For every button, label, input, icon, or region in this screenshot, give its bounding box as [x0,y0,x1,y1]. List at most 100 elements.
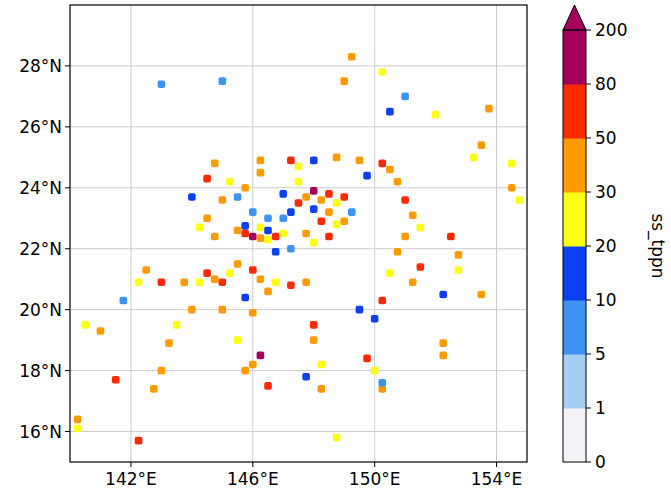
precip-cell [325,208,333,216]
precip-cell [264,382,272,390]
precip-cell [120,297,128,305]
y-tick [65,431,70,432]
colorbar-extend [563,5,586,30]
colorbar-tick [586,84,591,85]
precip-cell [340,218,348,226]
precip-cell [409,211,417,219]
precip-cell [470,154,478,162]
grid-line [70,370,527,371]
precip-cell [264,227,272,235]
precip-cell [241,230,249,238]
colorbar-tick [586,30,591,31]
precip-cell [363,172,371,180]
precip-cell [249,309,257,317]
precip-cell [477,141,485,149]
grid-line [70,187,527,188]
y-tick [65,65,70,66]
colorbar-tick [586,246,591,247]
figure: 142°E146°E150°E154°E16°N18°N20°N22°N24°N… [0,0,671,489]
precip-cell [348,208,356,216]
precip-cell [257,224,265,232]
precip-cell [135,437,143,445]
precip-cell [226,178,234,186]
colorbar-label: ss_tppn [647,213,668,278]
precip-cell [219,196,227,204]
precip-cell [188,306,196,314]
precip-cell [279,190,287,198]
precip-cell [417,263,425,271]
precip-cell [318,385,326,393]
precip-cell [333,434,341,442]
precip-cell [447,233,455,241]
cells [74,53,523,444]
precip-cell [295,178,303,186]
precip-cell [356,306,364,314]
precip-cell [455,251,463,259]
colorbar-band [563,30,586,85]
precip-cell [241,294,249,302]
colorbar-tick-label: 20 [595,236,617,256]
precip-cell [439,352,447,360]
precip-cell [417,224,425,232]
grid-line [130,5,131,462]
precip-cell [302,230,310,238]
precip-cell [249,266,257,274]
precip-cell [287,157,295,165]
precip-cell [196,278,204,286]
grid-line [70,248,527,249]
precip-cell [371,367,379,375]
y-tick-label: 24°N [19,178,62,198]
precip-cell [310,321,318,329]
colorbar-tick [586,300,591,301]
precip-cell [264,214,272,222]
precip-cell [257,169,265,177]
colorbar-band [563,354,586,409]
precip-cell [371,315,379,323]
precip-cell [211,275,219,283]
precip-cell [394,178,402,186]
precip-cell [234,260,242,268]
precip-cell [333,199,341,207]
precip-cell [340,77,348,85]
precip-cell [386,269,394,277]
precip-cell [310,336,318,344]
colorbar-band [563,192,586,247]
precip-cell [295,163,303,171]
colorbar-tick-label: 5 [595,344,606,364]
x-tick [496,462,497,467]
precip-cell [135,278,143,286]
grid-line [70,431,527,432]
precip-cell [318,361,326,369]
x-tick-label: 146°E [227,469,279,489]
colorbar-tick-label: 30 [595,182,617,202]
y-tick-label: 26°N [19,117,62,137]
colorbar-tick [586,354,591,355]
precip-cell [249,361,257,369]
precip-cell [356,157,364,165]
precip-cell [287,281,295,289]
precip-cell [158,367,166,375]
precip-cell [340,193,348,201]
precip-cell [180,278,188,286]
y-tick-label: 28°N [19,56,62,76]
precip-cell [196,224,204,232]
precip-cell [386,166,394,174]
precip-cell [81,321,89,329]
precip-cell [302,278,310,286]
colorbar-tick [586,138,591,139]
colorbar-tick [586,462,591,463]
y-tick [65,187,70,188]
precip-cell [333,154,341,162]
precip-cell [401,233,409,241]
y-tick-label: 22°N [19,239,62,259]
y-tick [65,126,70,127]
colorbar-tick-label: 80 [595,74,617,94]
colorbar-tick [586,408,591,409]
y-tick [65,370,70,371]
precip-cell [310,239,318,247]
precip-cell [203,214,211,222]
precip-cell [272,233,280,241]
precip-cell [287,245,295,253]
precip-cell [211,160,219,168]
colorbar-tick-label: 10 [595,290,617,310]
